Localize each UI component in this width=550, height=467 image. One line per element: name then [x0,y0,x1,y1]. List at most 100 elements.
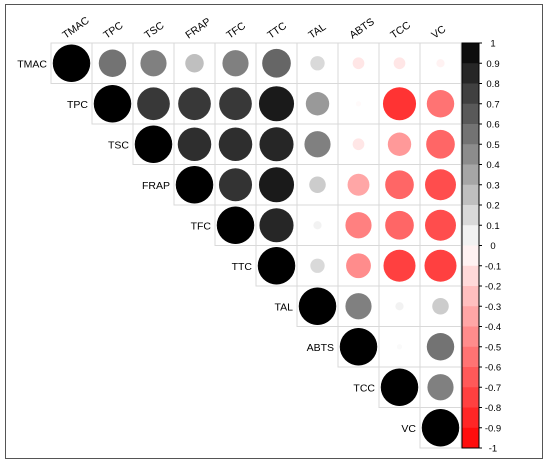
corr-circle-tfc-abts [345,212,372,239]
corr-circle-tmac-tpc [98,49,127,77]
row-label: VC [401,423,416,435]
corr-circle-ttc-vc [424,249,457,282]
colorbar-segment [462,367,479,388]
colorbar-segment [462,225,479,246]
corr-circle-tpc-tal [305,92,330,116]
corr-circle-tsc-tal [304,131,331,158]
colorbar-segment [462,265,479,287]
corr-circle-ttc-tcc [383,249,416,282]
corr-circle-tmac-tfc [222,50,249,77]
column-label: FRAP [183,16,213,42]
colorbar-tick-label: 0.8 [486,79,499,90]
corr-circle-frap-tfc [218,168,253,202]
corr-circle-frap-abts [347,173,370,196]
corr-circle-tmac-ttc [262,48,291,78]
colorbar-segment [462,245,479,267]
corr-circle-frap-frap [175,166,214,204]
colorbar-segment [462,407,479,429]
row-label: TTC [232,261,253,273]
colorbar-segment [462,83,479,105]
colorbar-segment [462,63,479,84]
corr-circle-tfc-tcc [385,210,414,240]
colorbar-tick-label: 0.5 [486,140,499,151]
colorbar-tick-label: -0.8 [485,403,501,414]
colorbar-segment [462,103,479,125]
corr-circle-tsc-vc [426,129,455,159]
column-label: TAL [306,21,328,42]
colorbar-tick-label: -0.5 [485,342,501,353]
colorbar-tick-label: -0.6 [485,363,501,374]
corr-circle-tfc-vc [425,209,456,241]
colorbar-tick-label: -1 [489,444,497,455]
corr-circle-tmac-frap [185,54,204,73]
corr-circle-tmac-tal [310,56,325,71]
corr-circle-abts-abts [339,328,378,366]
colorbar-tick-label: 0.9 [486,59,499,70]
corr-circle-tsc-tcc [387,132,412,156]
corr-circle-tpc-tpc [93,85,132,123]
row-label: TFC [191,220,212,232]
colorbar-segment [462,326,479,348]
corr-circle-tal-tcc [395,302,404,311]
corr-circle-tpc-abts [355,101,362,107]
colorbar-tick-label: 0.4 [486,160,499,171]
corr-circle-tpc-vc [426,90,455,118]
column-label: TTC [265,20,289,42]
colorbar-segment [462,43,479,64]
column-label: ABTS [347,16,376,42]
colorbar-segment [462,184,479,206]
corr-circle-tpc-ttc [258,86,295,122]
row-label: TCC [353,382,375,394]
colorbar-tick-label: -0.2 [485,282,501,293]
corr-circle-ttc-abts [346,253,371,279]
colorbar-segment [462,124,479,145]
corr-circle-tfc-tfc [216,206,255,244]
colorbar-tick-label: -0.9 [485,423,501,434]
corr-circle-tmac-tcc [393,57,406,70]
colorbar-tick-label: 1 [490,39,495,50]
colorbar-segment [462,387,479,408]
colorbar-tick-label: 0 [490,241,495,252]
corr-circle-frap-ttc [258,167,295,203]
column-label: TPC [101,19,125,41]
colorbar-tick-label: -0.1 [485,261,501,272]
column-label: TMAC [60,14,92,41]
corr-circle-tfc-tal [313,221,322,230]
row-label: FRAP [142,180,170,192]
colorbar-tick-label: 0.7 [486,99,499,110]
colorbar-segment [462,427,479,449]
corr-circle-frap-vc [425,169,456,201]
corr-circle-tpc-frap [178,87,211,121]
corr-circle-tmac-tmac [52,44,91,82]
grid-cell [419,407,462,449]
corr-circle-frap-tal [309,176,326,194]
colorbar-segment [462,346,479,368]
corr-circle-tpc-tcc [382,87,417,121]
corr-circle-tsc-tfc [218,127,253,161]
corr-circle-tal-vc [432,297,449,315]
colorbar-segment [462,306,479,327]
corr-circle-tmac-abts [352,57,365,70]
corr-circle-tfc-ttc [259,208,294,243]
corr-circle-tmac-vc [436,59,445,68]
corr-circle-tsc-frap [177,127,212,161]
colorbar-tick-label: 0.6 [486,120,499,131]
corr-circle-abts-vc [426,333,455,361]
colorbar-segment [462,144,479,165]
colorbar-segment [462,205,479,226]
colorbar-tick-label: -0.3 [485,302,501,313]
row-label: TPC [67,99,88,111]
row-label: TSC [108,139,129,151]
colorbar-tick-label: 0.3 [486,180,499,191]
corr-circle-vc-vc [421,409,460,447]
row-label: TAL [275,301,294,313]
corr-circle-ttc-tal [310,258,325,273]
colorbar-tick-label: 0.2 [486,201,499,212]
corr-circle-tal-tal [298,287,337,325]
row-label: ABTS [307,342,334,354]
row-label: TMAC [17,58,47,70]
corr-circle-tcc-tcc [380,368,419,406]
colorbar-tick-label: 0.1 [486,221,499,232]
colorbar-tick-label: -0.7 [485,383,501,394]
